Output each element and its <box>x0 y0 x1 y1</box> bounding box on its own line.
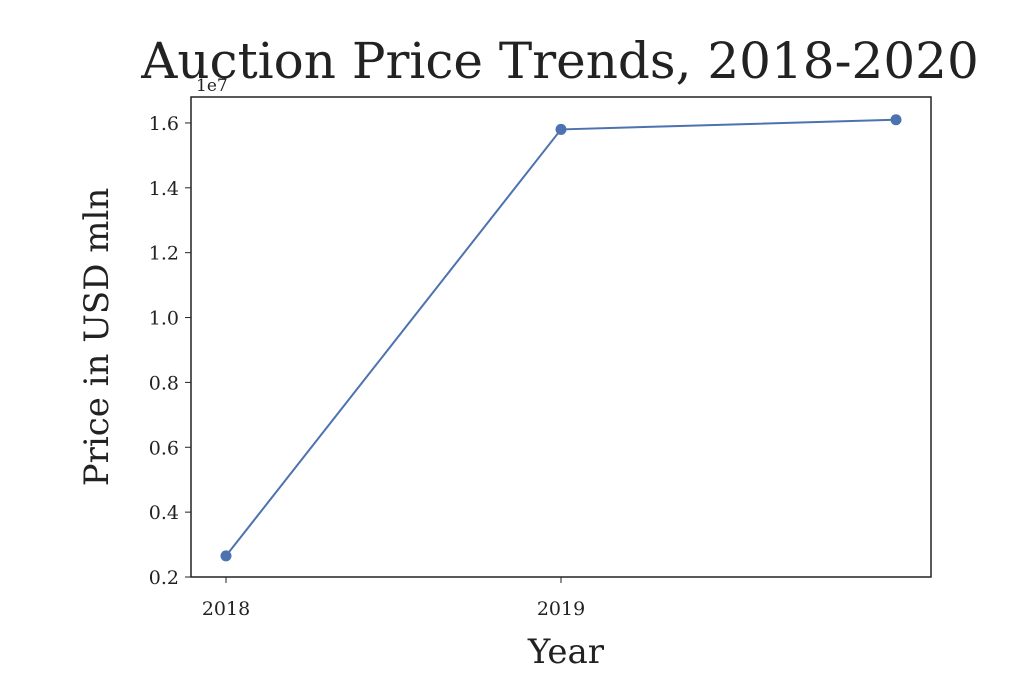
x-axis-ticks: 2018 2019 <box>202 577 585 620</box>
y-axis-ticks: 0.2 0.4 0.6 0.8 1.0 1.2 1.4 1.6 <box>149 113 191 589</box>
y-tick-label: 1.0 <box>149 308 179 330</box>
y-tick-label: 1.2 <box>149 243 179 265</box>
y-tick-label: 0.4 <box>149 502 179 524</box>
chart-title: Auction Price Trends, 2018-2020 <box>141 32 979 90</box>
y-axis-offset-label: 1e7 <box>196 76 228 96</box>
y-tick-label: 0.2 <box>149 567 179 589</box>
y-tick-label: 1.4 <box>149 178 179 200</box>
y-tick-label: 0.8 <box>149 372 179 394</box>
x-axis-label: Year <box>527 632 605 672</box>
data-point <box>555 123 567 135</box>
y-axis-label: Price in USD mln <box>77 188 117 487</box>
data-point <box>890 114 902 126</box>
plot-frame <box>190 96 932 578</box>
x-tick-label: 2019 <box>537 598 585 620</box>
series-layer <box>220 114 902 562</box>
data-point <box>220 550 232 562</box>
y-tick-label: 1.6 <box>149 113 179 135</box>
y-tick-label: 0.6 <box>149 437 179 459</box>
x-tick-label: 2018 <box>202 598 250 620</box>
series-line <box>225 118 897 557</box>
